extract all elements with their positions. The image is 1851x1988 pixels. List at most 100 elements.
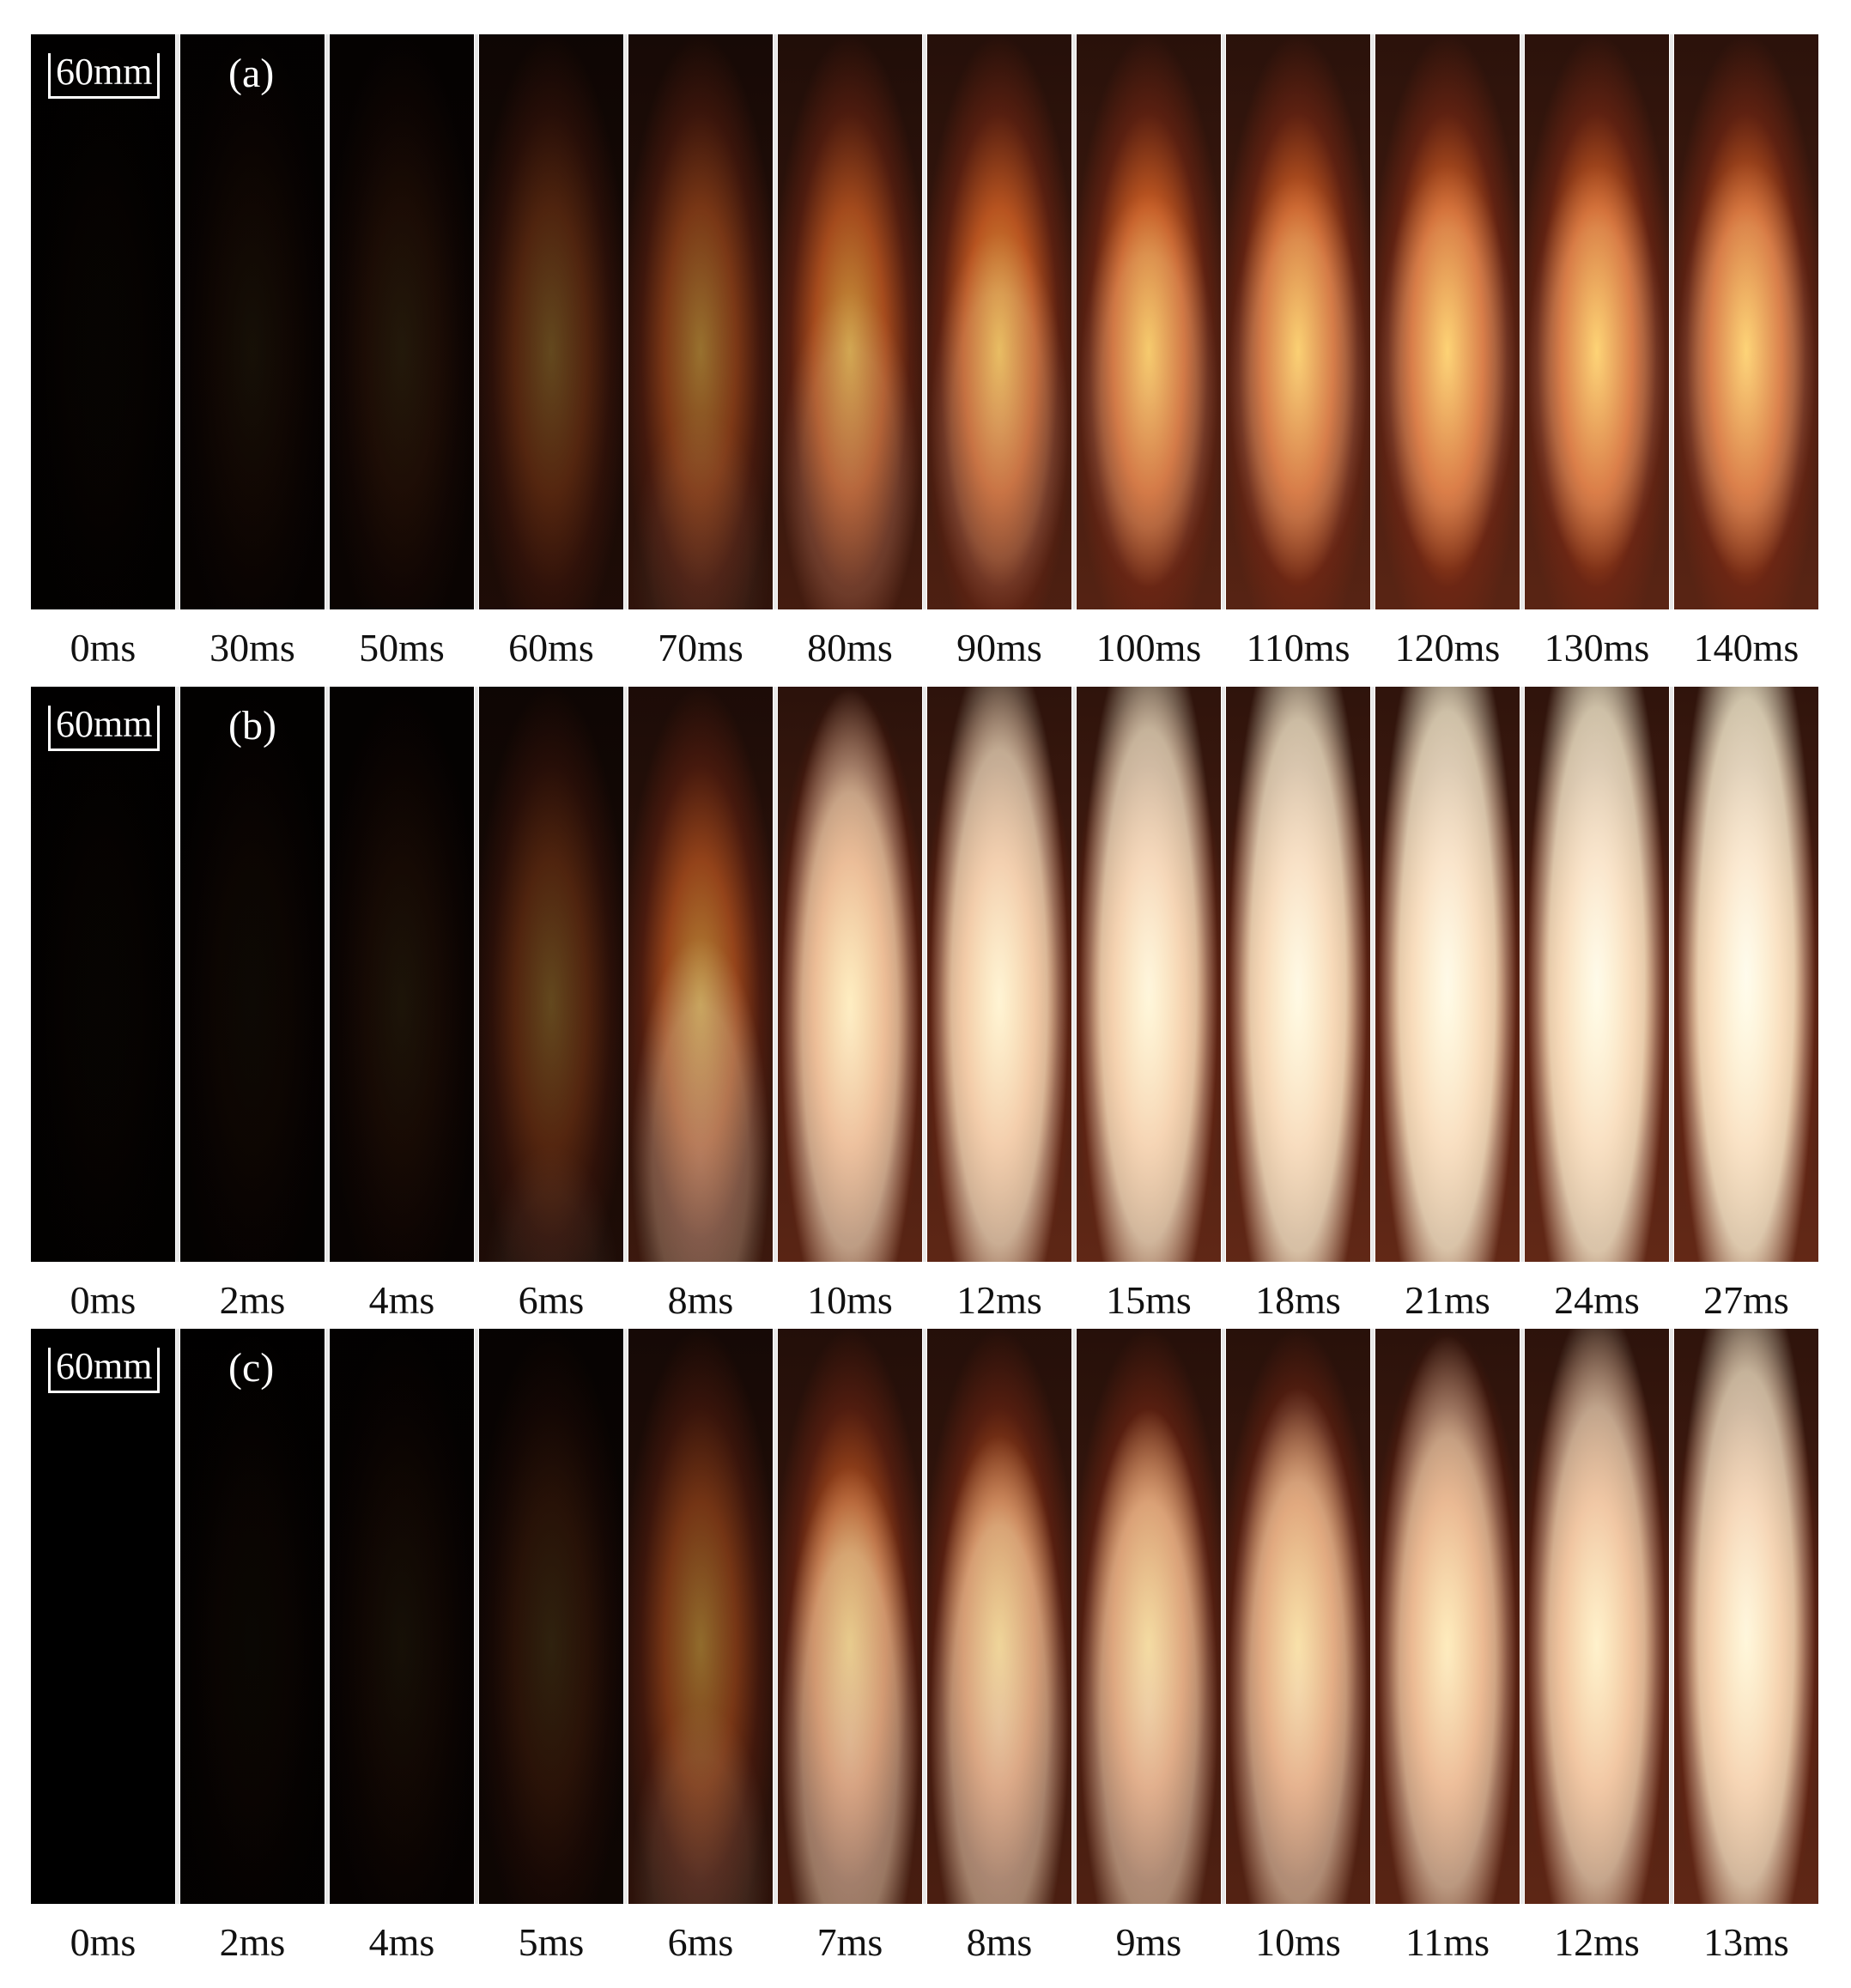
flame-glow <box>628 687 773 1262</box>
flame-frame <box>1525 1329 1669 1904</box>
frame-separator <box>1670 34 1673 609</box>
flame-frame <box>628 34 773 609</box>
flame-frame <box>31 687 175 1262</box>
flame-frame <box>479 1329 623 1904</box>
flame-frame <box>1375 687 1520 1262</box>
flame-frame <box>180 687 325 1262</box>
flame-frame <box>1077 34 1221 609</box>
time-label: 10ms <box>1255 1920 1341 1964</box>
flame-frame <box>330 1329 474 1904</box>
time-label: 8ms <box>667 1278 734 1322</box>
frame-separator <box>624 687 628 1262</box>
frame-separator <box>176 34 179 609</box>
flame-frame <box>31 1329 175 1904</box>
time-label: 7ms <box>816 1920 883 1964</box>
frame-separator <box>325 1329 329 1904</box>
flame-glow <box>1077 34 1221 609</box>
time-label: 0ms <box>70 1920 137 1964</box>
frame-separator <box>1222 34 1225 609</box>
flame-frame <box>1674 34 1818 609</box>
frame-separator <box>1371 34 1375 609</box>
frame-separator <box>774 687 777 1262</box>
frame-strip: 60mm (b) <box>31 687 1820 1262</box>
flame-frame <box>1525 687 1669 1262</box>
flame-glow <box>1226 34 1370 609</box>
flame-glow <box>180 1329 325 1904</box>
flame-glow <box>330 687 474 1262</box>
time-label: 120ms <box>1394 626 1501 670</box>
flame-frame <box>1077 1329 1221 1904</box>
time-label: 12ms <box>1554 1920 1640 1964</box>
frame-separator <box>1670 687 1673 1262</box>
frame-separator <box>325 34 329 609</box>
flame-frame <box>479 687 623 1262</box>
flame-frame <box>1226 1329 1370 1904</box>
flame-glow <box>1375 1329 1520 1904</box>
frame-separator <box>1072 34 1076 609</box>
frame-separator <box>624 1329 628 1904</box>
frame-strip: 60mm (a) <box>31 34 1820 609</box>
flame-frame <box>778 687 922 1262</box>
flame-glow <box>479 1329 623 1904</box>
time-label: 80ms <box>807 626 893 670</box>
time-label: 130ms <box>1544 626 1650 670</box>
flame-glow <box>1077 1329 1221 1904</box>
flame-frame <box>927 687 1071 1262</box>
frame-separator <box>1072 1329 1076 1904</box>
scale-bar-label: 60mm <box>48 1348 161 1393</box>
flame-glow <box>778 687 922 1262</box>
flame-frame <box>628 1329 773 1904</box>
frame-separator <box>475 1329 478 1904</box>
time-label: 24ms <box>1554 1278 1640 1322</box>
frame-separator <box>1371 1329 1375 1904</box>
flame-glow <box>330 1329 474 1904</box>
flame-frame <box>1226 687 1370 1262</box>
time-label: 60ms <box>508 626 594 670</box>
time-label: 21ms <box>1405 1278 1490 1322</box>
flame-glow <box>330 34 474 609</box>
scale-bar-label: 60mm <box>48 706 161 751</box>
frame-separator <box>1670 1329 1673 1904</box>
flame-glow <box>479 34 623 609</box>
flame-glow <box>927 1329 1071 1904</box>
time-label: 6ms <box>518 1278 585 1322</box>
frame-separator <box>475 34 478 609</box>
frame-separator <box>923 687 926 1262</box>
flame-frame <box>628 687 773 1262</box>
time-label: 4ms <box>368 1920 435 1964</box>
time-label: 18ms <box>1255 1278 1341 1322</box>
time-labels: 0ms 2ms 4ms 6ms 8ms 10ms 12ms 15ms 18ms 21ms 24ms 2… <box>31 1270 1820 1330</box>
flame-glow <box>778 1329 922 1904</box>
flame-frame <box>927 34 1071 609</box>
flame-frame <box>1375 34 1520 609</box>
flame-glow <box>1226 1329 1370 1904</box>
time-label: 5ms <box>518 1920 585 1964</box>
flame-glow <box>180 34 325 609</box>
flame-frame <box>330 34 474 609</box>
frame-separator <box>176 687 179 1262</box>
panel-row-b: 60mm (b) 0ms 2ms 4ms 6ms 8ms 10ms 12ms 15ms 18ms 21… <box>0 687 1851 1330</box>
frame-separator <box>774 1329 777 1904</box>
flame-glow <box>1674 1329 1818 1904</box>
time-label: 11ms <box>1405 1920 1490 1964</box>
time-label: 30ms <box>209 626 295 670</box>
frame-separator <box>624 34 628 609</box>
flame-frame <box>1375 1329 1520 1904</box>
time-label: 110ms <box>1246 626 1350 670</box>
frame-separator <box>1520 34 1524 609</box>
flame-frame <box>927 1329 1071 1904</box>
frame-separator <box>1520 1329 1524 1904</box>
frame-separator <box>1072 687 1076 1262</box>
flame-frame <box>778 34 922 609</box>
time-label: 0ms <box>70 626 137 670</box>
frame-separator <box>325 687 329 1262</box>
time-label: 50ms <box>359 626 445 670</box>
flame-glow <box>1375 687 1520 1262</box>
time-label: 9ms <box>1115 1920 1182 1964</box>
flame-glow <box>31 1329 175 1904</box>
flame-frame <box>1674 687 1818 1262</box>
flame-glow <box>1525 34 1669 609</box>
flame-frame <box>180 1329 325 1904</box>
time-label: 140ms <box>1693 626 1799 670</box>
frame-separator <box>176 1329 179 1904</box>
